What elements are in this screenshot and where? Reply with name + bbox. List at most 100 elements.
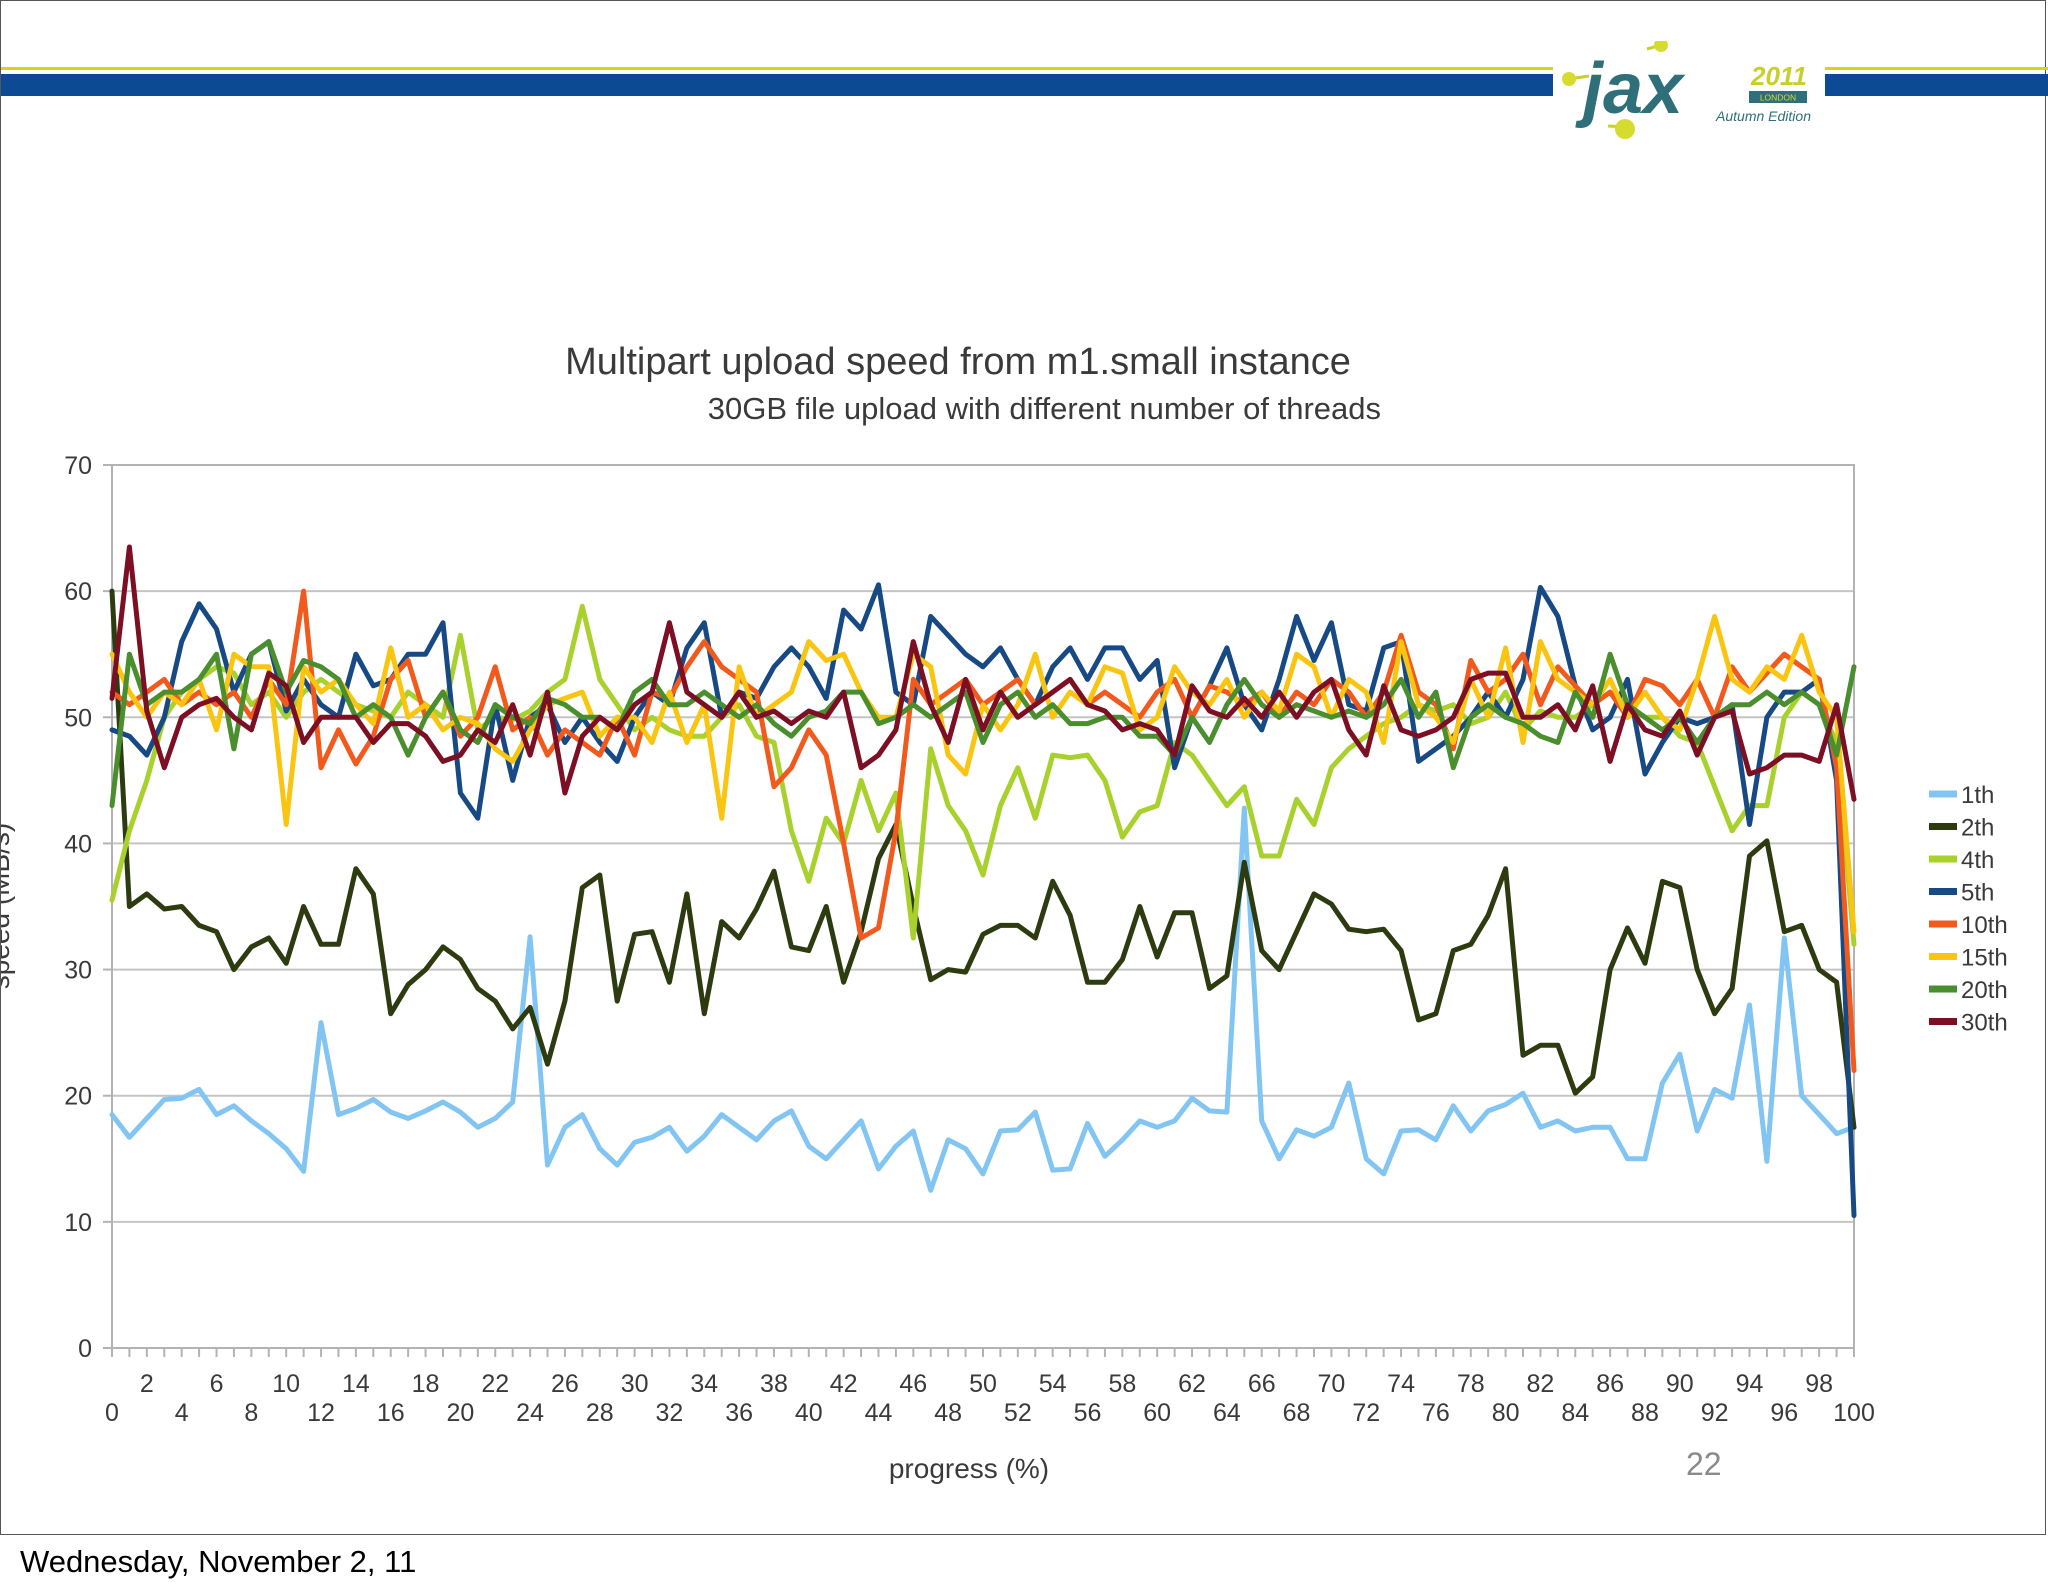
x-tick-label: 24	[516, 1399, 544, 1427]
jax-logo: jax 2011 LONDON Autumn Edition	[1553, 38, 1825, 141]
x-tick-label: 30	[621, 1370, 649, 1398]
x-tick-label: 32	[656, 1399, 684, 1427]
legend-swatch-20th	[1929, 985, 1957, 993]
legend-label-20th: 20th	[1961, 977, 2008, 1004]
x-tick-label: 72	[1352, 1399, 1380, 1427]
legend-label-2th: 2th	[1961, 815, 1994, 842]
series-line-15th	[109, 613, 1857, 935]
x-tick-label: 82	[1527, 1370, 1555, 1398]
legend-label-30th: 30th	[1961, 1010, 2008, 1037]
x-tick-label: 52	[1004, 1399, 1032, 1427]
logo-location-bar	[1749, 91, 1807, 103]
header-yellow-rule	[1, 67, 2048, 70]
jax-logo-graphic: jax 2011 LONDON Autumn Edition	[1562, 38, 1811, 139]
x-tick-label: 66	[1248, 1370, 1276, 1398]
x-tick-label: 50	[969, 1370, 997, 1398]
y-tick-label: 40	[64, 830, 92, 858]
series-line-30th	[109, 544, 1857, 802]
logo-year: 2011	[1750, 61, 1807, 91]
x-tick-label: 4	[175, 1399, 189, 1427]
x-tick-label: 26	[551, 1370, 579, 1398]
x-tick-label: 78	[1457, 1370, 1485, 1398]
legend-swatch-30th	[1929, 1018, 1957, 1025]
footer-date: Wednesday, November 2, 11	[20, 1544, 417, 1579]
chart-title: Multipart upload speed from m1.small ins…	[565, 341, 1351, 383]
x-tick-label: 6	[210, 1370, 224, 1398]
x-tick-label: 80	[1492, 1399, 1520, 1427]
legend: 1th 2th 4th 5th 10th 15th 20th 30th	[1929, 782, 2008, 1037]
gridlines	[112, 590, 1854, 1223]
x-tick-label: 90	[1666, 1370, 1694, 1398]
x-tick-label: 58	[1108, 1370, 1136, 1398]
x-tick-label: 46	[899, 1370, 927, 1398]
x-tick-label: 84	[1561, 1399, 1589, 1427]
x-axis-label: progress (%)	[889, 1453, 1049, 1484]
x-tick-label: 20	[446, 1399, 474, 1427]
x-tick-label: 34	[690, 1370, 718, 1398]
logo-dot-icon	[1654, 38, 1668, 52]
y-tick-label: 70	[64, 452, 92, 480]
x-tick-label: 100	[1833, 1399, 1875, 1427]
x-tick-label: 10	[272, 1370, 300, 1398]
y-tick-label: 0	[78, 1335, 92, 1363]
series-line-2th	[109, 588, 1857, 1130]
logo-edition: Autumn Edition	[1715, 108, 1811, 124]
y-tick-label: 30	[64, 957, 92, 985]
x-tick-label: 42	[830, 1370, 858, 1398]
legend-swatch-1th	[1929, 790, 1957, 798]
series-line-1th	[109, 805, 1857, 1193]
y-axis-label: speed (MB/s)	[1, 823, 15, 990]
logo-dot-icon	[1615, 119, 1635, 139]
legend-swatch-5th	[1929, 888, 1957, 895]
x-tick-label: 16	[377, 1399, 405, 1427]
legend-swatch-2th	[1929, 823, 1957, 830]
header-blue-rule	[1, 74, 2048, 96]
x-tick-label: 68	[1283, 1399, 1311, 1427]
legend-swatch-10th	[1929, 920, 1957, 928]
x-tick-label: 36	[725, 1399, 753, 1427]
logo-dot-icon	[1562, 72, 1576, 86]
series-line-10th	[109, 588, 1857, 1073]
x-tick-label: 38	[760, 1370, 788, 1398]
legend-swatch-15th	[1929, 953, 1957, 960]
x-tick-label: 64	[1213, 1399, 1241, 1427]
x-tick-label: 86	[1596, 1370, 1624, 1398]
y-tick-label: 20	[64, 1083, 92, 1111]
logo-wordmark: jax	[1575, 49, 1686, 129]
series-lines	[109, 544, 1857, 1218]
legend-label-10th: 10th	[1961, 912, 2008, 939]
logo-location: LONDON	[1760, 93, 1796, 103]
x-tick-label: 92	[1701, 1399, 1729, 1427]
y-tick-label: 60	[64, 578, 92, 606]
x-tick-label: 12	[307, 1399, 335, 1427]
legend-label-5th: 5th	[1961, 880, 1994, 907]
x-tick-label: 44	[865, 1399, 893, 1427]
y-tick-label: 10	[64, 1209, 92, 1237]
x-tick-label: 76	[1422, 1399, 1450, 1427]
x-tick-label: 94	[1736, 1370, 1764, 1398]
x-tick-label: 56	[1074, 1399, 1102, 1427]
legend-swatch-4th	[1929, 855, 1957, 863]
legend-label-4th: 4th	[1961, 847, 1994, 874]
x-tick-label: 70	[1317, 1370, 1345, 1398]
series-line-20th	[109, 639, 1857, 809]
x-tick-label: 62	[1178, 1370, 1206, 1398]
series-line-5th	[109, 582, 1857, 1218]
x-tick-label: 14	[342, 1370, 370, 1398]
x-tick-label: 48	[934, 1399, 962, 1427]
y-tick-label: 50	[64, 704, 92, 732]
x-tick-label: 22	[481, 1370, 509, 1398]
x-tick-label: 74	[1387, 1370, 1415, 1398]
x-tick-label: 18	[412, 1370, 440, 1398]
x-tick-label: 8	[244, 1399, 258, 1427]
chart-subtitle: 30GB file upload with different number o…	[708, 391, 1381, 426]
y-axis-ticks: 0 10 20 30 40 50 60 70	[64, 452, 112, 1363]
x-tick-label: 88	[1631, 1399, 1659, 1427]
x-tick-label: 98	[1805, 1370, 1833, 1398]
legend-label-15th: 15th	[1961, 945, 2008, 972]
slide: jax 2011 LONDON Autumn Edition Multipart…	[0, 0, 2048, 1535]
x-tick-label: 40	[795, 1399, 823, 1427]
x-axis-ticks: 2 6 10 14 18 22 26 30 34 38 42 46 50 54 58 62 66 70 74 78 82…	[105, 1348, 1875, 1427]
x-tick-label: 54	[1039, 1370, 1067, 1398]
line-chart: Multipart upload speed from m1.small ins…	[1, 341, 2008, 1484]
